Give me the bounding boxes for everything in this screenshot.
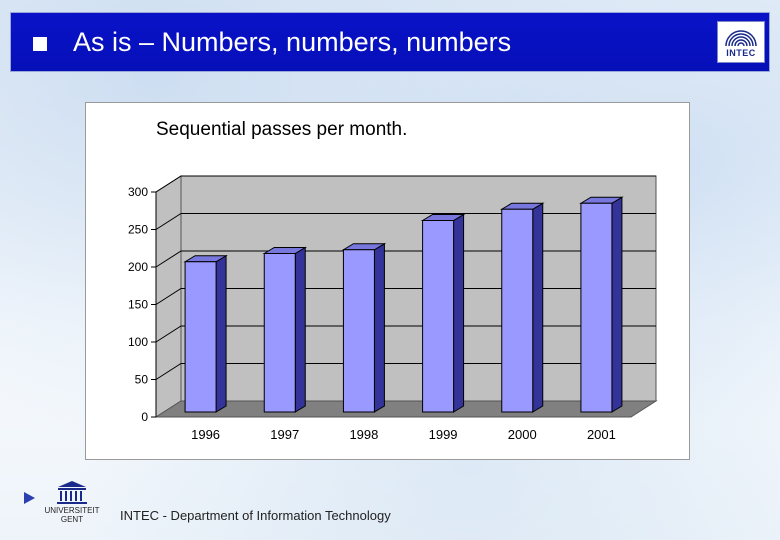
x-tick-label: 2001 — [587, 427, 616, 442]
gridline — [155, 288, 656, 305]
university-logo: UNIVERSITEIT GENT — [40, 480, 104, 526]
y-tick-label: 200 — [128, 260, 148, 274]
title-bar: As is – Numbers, numbers, numbers INTEC — [10, 12, 770, 72]
y-tick-label: 300 — [128, 185, 148, 199]
bar-chart: 0 50 100 150 200 250 300 1996 1997 1998 1999 2000 20… — [128, 175, 658, 442]
gridline — [155, 175, 656, 193]
intec-logo-text: INTEC — [726, 48, 756, 58]
x-tick-label: 1999 — [429, 427, 458, 442]
bar-side — [294, 246, 306, 413]
bar — [342, 249, 375, 413]
bar — [422, 220, 455, 413]
footer-text: INTEC - Department of Information Techno… — [120, 508, 391, 523]
university-building-icon — [57, 481, 87, 504]
chart-title: Sequential passes per month. — [156, 119, 408, 140]
bar-side — [453, 213, 465, 413]
bar-side — [532, 202, 544, 413]
bar — [580, 202, 613, 413]
square-bullet-icon — [33, 37, 47, 51]
bar-side — [611, 196, 623, 413]
gridline — [155, 213, 656, 230]
chart-panel: 0 50 100 150 200 250 300 1996 1997 1998 1999 2000 20… — [85, 102, 690, 460]
y-tick-label: 250 — [128, 223, 148, 237]
x-tick-label: 2000 — [508, 427, 537, 442]
y-tick-label: 50 — [135, 373, 149, 387]
intec-logo: INTEC — [717, 21, 765, 63]
bar — [501, 208, 534, 413]
slide-title: As is – Numbers, numbers, numbers — [73, 27, 512, 57]
y-tick-label: 100 — [128, 335, 148, 349]
university-logo-text: UNIVERSITEIT GENT — [40, 506, 104, 524]
university-logo-text-line-2: GENT — [60, 515, 84, 524]
y-tick-label: 150 — [128, 298, 148, 312]
intec-arcs-icon — [725, 30, 757, 47]
x-tick-label: 1997 — [270, 427, 299, 442]
x-tick-label: 1998 — [349, 427, 378, 442]
y-tick-label: 0 — [141, 410, 148, 424]
gridline — [155, 363, 656, 380]
arrow-right-icon — [24, 492, 35, 504]
gridline — [155, 325, 656, 343]
bar-side — [215, 254, 227, 413]
university-logo-text-line-1: UNIVERSITEIT — [44, 506, 100, 515]
bar — [184, 261, 217, 413]
bar — [263, 253, 296, 413]
x-tick-label: 1996 — [191, 427, 220, 442]
gridline — [155, 250, 656, 268]
bar-side — [373, 242, 385, 413]
